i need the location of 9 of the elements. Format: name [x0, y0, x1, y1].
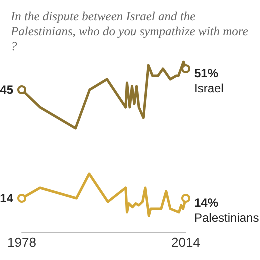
data-label: 45 [0, 83, 14, 97]
series-label: Palestinians [194, 211, 260, 225]
chart-title: In the dispute between Israel and the Palestinians, who do you sympathize with more? [10, 10, 249, 54]
x-tick-label: 1978 [8, 235, 36, 250]
data-label: 51% [194, 66, 219, 80]
x-tick-label: 2014 [172, 235, 200, 250]
data-label: 14 [0, 192, 14, 206]
data-label: 14% [194, 196, 219, 210]
series-label: Israel [194, 82, 224, 96]
